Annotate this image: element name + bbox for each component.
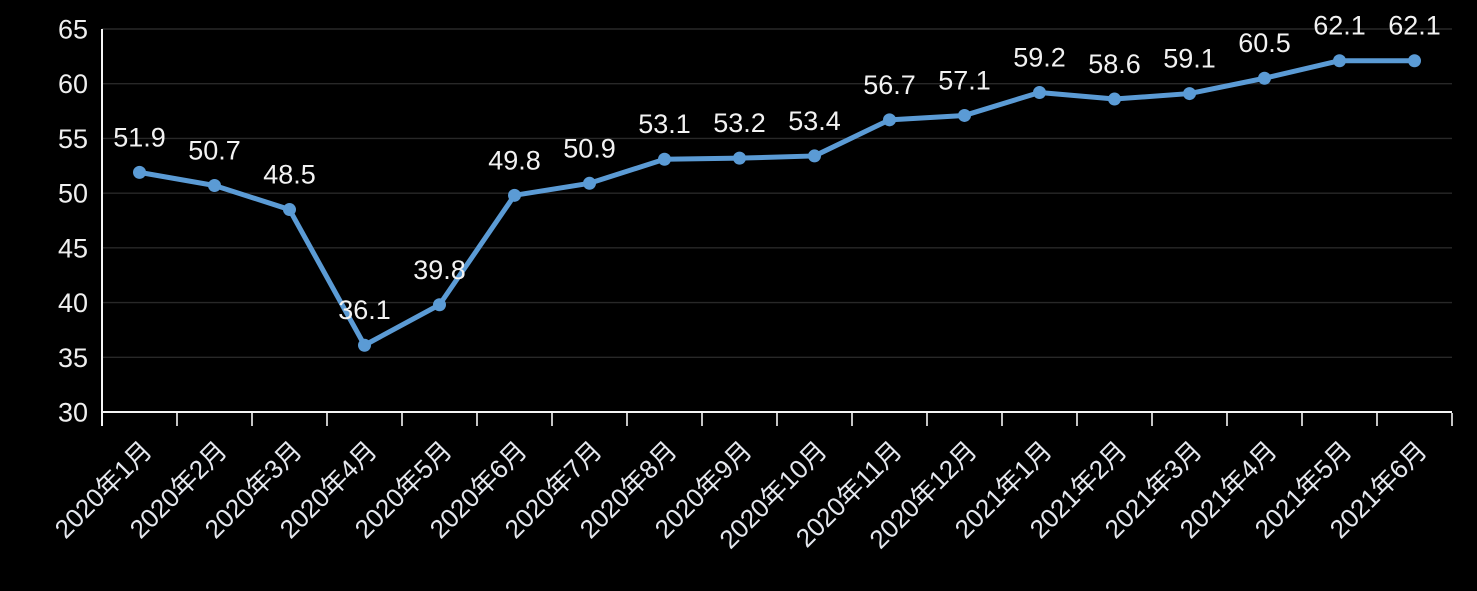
data-point-label: 62.1: [1313, 11, 1366, 41]
y-axis-label: 40: [58, 288, 88, 318]
data-point-marker: [1108, 92, 1121, 106]
data-point-marker: [1333, 54, 1346, 68]
data-series-line: [137, 58, 1417, 348]
y-axis-label: 35: [58, 343, 88, 373]
data-point-marker: [1408, 54, 1421, 68]
data-point-label: 36.1: [338, 295, 391, 325]
y-axis-label: 50: [58, 179, 88, 209]
data-point-label: 50.9: [563, 133, 616, 163]
data-point-label: 58.6: [1088, 49, 1141, 79]
data-point-label: 50.7: [188, 135, 241, 165]
data-point-label: 48.5: [263, 160, 316, 190]
data-point-label: 51.9: [113, 122, 166, 152]
data-point-marker: [883, 113, 896, 127]
data-point-label: 59.2: [1013, 42, 1066, 72]
data-point-marker: [358, 338, 371, 352]
data-point-label: 59.1: [1163, 44, 1216, 74]
data-point-label: 39.8: [413, 255, 466, 285]
data-point-marker: [733, 151, 746, 165]
data-point-label: 53.2: [713, 108, 766, 138]
data-point-label: 57.1: [938, 65, 991, 95]
y-axis-label: 30: [58, 398, 88, 428]
data-point-marker: [808, 149, 821, 163]
data-point-label: 53.1: [638, 109, 691, 139]
y-axis-label: 60: [58, 69, 88, 99]
data-point-marker: [1183, 87, 1196, 101]
data-point-label: 49.8: [488, 145, 541, 175]
data-point-marker: [433, 298, 446, 312]
data-point-marker: [133, 165, 146, 179]
data-point-label: 53.4: [788, 106, 841, 136]
data-point-label: 62.1: [1388, 11, 1441, 41]
data-point-marker: [208, 178, 221, 192]
data-point-marker: [1033, 85, 1046, 99]
data-point-marker: [958, 108, 971, 122]
data-point-label: 60.5: [1238, 28, 1291, 58]
data-point-label: 56.7: [863, 70, 916, 100]
data-point-marker: [508, 188, 521, 202]
y-axis-label: 55: [58, 124, 88, 154]
data-point-marker: [583, 176, 596, 190]
data-point-marker: [1258, 71, 1271, 85]
data-point-marker: [658, 152, 671, 166]
y-axis-label: 45: [58, 233, 88, 263]
data-point-marker: [283, 203, 296, 217]
y-axis-label: 65: [58, 15, 88, 45]
